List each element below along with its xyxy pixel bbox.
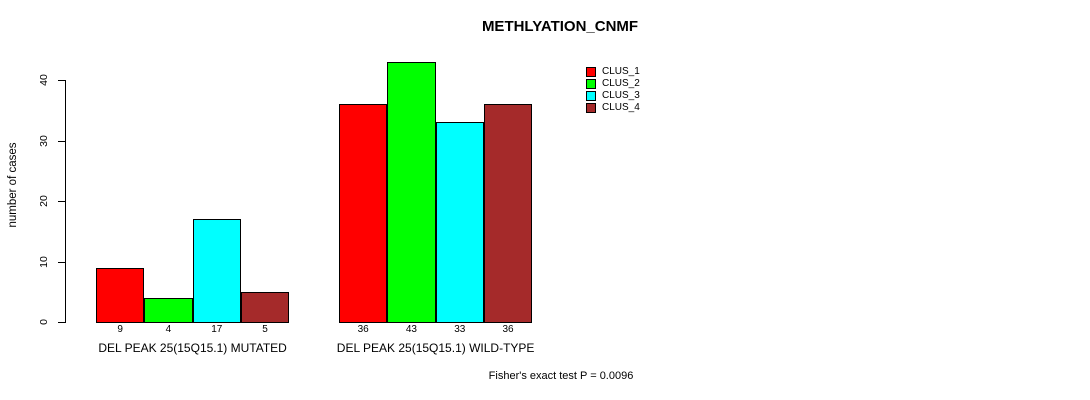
legend-label: CLUS_3 — [602, 90, 640, 101]
legend-label: CLUS_2 — [602, 78, 640, 89]
legend-swatch-icon — [586, 79, 596, 89]
group-label: DEL PEAK 25(15Q15.1) WILD-TYPE — [336, 341, 535, 355]
bar-clus_1-group1 — [96, 267, 145, 323]
y-axis-tick-label: 30 — [38, 134, 50, 147]
bar-clus_4-group1 — [240, 291, 290, 323]
bar-value-label: 5 — [262, 324, 268, 335]
chart-title: METHLYATION_CNMF — [481, 18, 639, 35]
bar-value-label: 43 — [405, 324, 417, 335]
bar-clus_2-group1 — [144, 297, 193, 323]
legend-swatch-icon — [586, 103, 596, 113]
bar-value-label: 4 — [165, 324, 172, 335]
bar-clus_2-group2 — [387, 61, 436, 323]
annotation-text: Fisher's exact test P = 0.0096 — [488, 370, 634, 382]
group-label: DEL PEAK 25(15Q15.1) MUTATED — [98, 341, 287, 355]
y-axis-tick — [58, 201, 65, 202]
legend-swatch-icon — [586, 67, 596, 77]
y-axis-tick-label: 0 — [38, 319, 50, 325]
bar-clus_1-group2 — [339, 104, 388, 323]
y-axis-tick-label: 20 — [38, 195, 50, 207]
legend-item: CLUS_3 — [586, 90, 640, 102]
y-axis-line — [65, 80, 66, 323]
bar-value-label: 17 — [211, 324, 223, 335]
y-axis-tick — [58, 261, 65, 263]
bar-value-label: 33 — [454, 324, 466, 335]
legend: CLUS_1 CLUS_2 CLUS_3 CLUS_4 — [586, 66, 640, 114]
bar-value-label: 9 — [117, 324, 123, 335]
legend-item: CLUS_1 — [586, 66, 640, 78]
bar-value-label: 36 — [357, 324, 369, 335]
y-axis-tick — [58, 80, 65, 81]
bar-value-label: 36 — [502, 324, 514, 335]
legend-label: CLUS_4 — [602, 102, 640, 113]
legend-item: CLUS_2 — [586, 78, 640, 90]
y-axis-tick — [58, 322, 65, 323]
legend-item: CLUS_4 — [586, 102, 640, 114]
legend-swatch-icon — [586, 91, 596, 101]
y-axis-tick-label: 10 — [38, 255, 50, 268]
y-axis-tick-label: 40 — [38, 74, 50, 86]
legend-label: CLUS_1 — [602, 66, 640, 77]
bar-clus_4-group2 — [483, 104, 533, 323]
y-axis-label: number of cases — [7, 142, 19, 228]
bar-clus_3-group2 — [435, 122, 484, 323]
bar-clus_3-group1 — [192, 219, 241, 323]
y-axis-tick — [58, 140, 65, 142]
